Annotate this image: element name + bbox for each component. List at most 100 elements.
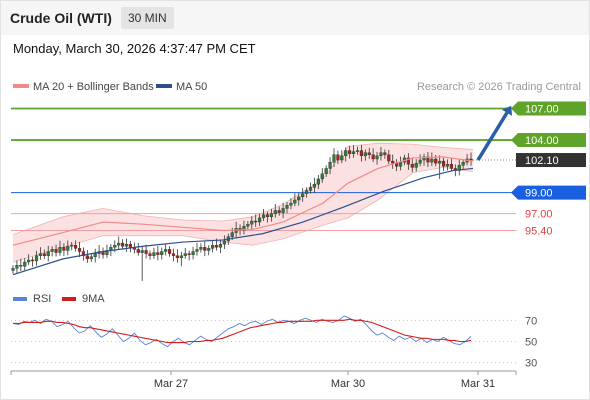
candle-body [23, 261, 27, 267]
candle-body [273, 210, 277, 214]
candle-body [42, 253, 46, 256]
candle-body [304, 190, 309, 194]
candle-body [250, 220, 254, 225]
chart-datetime: Monday, March 30, 2026 4:37:47 PM CET [13, 41, 256, 56]
candle-body [332, 154, 336, 163]
bollinger-lower-line [12, 166, 474, 263]
candle-body [359, 150, 363, 157]
candle-body [167, 249, 172, 254]
rsi-tick-70: 70 [525, 315, 537, 327]
support-label-4: 97.00 [525, 209, 553, 221]
interval-badge[interactable]: 30 MIN [121, 7, 174, 29]
candle-body [117, 242, 121, 246]
candle-body [85, 255, 89, 260]
candle-body [93, 253, 97, 257]
candle-body [89, 256, 93, 260]
candle-body [355, 150, 360, 152]
candle-body [128, 243, 133, 248]
candle-body [50, 249, 54, 252]
candle-body [469, 158, 473, 161]
rsi-panel: 70 50 30 [11, 315, 537, 370]
ma50-legend-label: MA 50 [176, 81, 207, 93]
candle-body [316, 178, 320, 185]
candle-body [191, 251, 195, 255]
candle-body [175, 255, 180, 259]
candle-body [391, 160, 395, 164]
candle-body [62, 247, 66, 251]
candle-body [77, 248, 82, 252]
ma9-legend-label: 9MA [82, 293, 105, 305]
candle-body [27, 259, 31, 263]
chart-header [1, 1, 589, 35]
candle-body [66, 246, 70, 251]
candle-body [74, 244, 78, 249]
candle-body [140, 250, 144, 253]
candle-body [398, 161, 403, 167]
candle-body [265, 214, 270, 218]
candle-body [54, 249, 58, 253]
candle-body [312, 184, 317, 188]
copyright-text: Research © 2026 Trading Central [417, 81, 581, 93]
ma9-legend-swatch [62, 297, 76, 301]
candle-body [457, 165, 461, 171]
candle-body [58, 247, 62, 253]
candle-body [144, 250, 148, 254]
ma20-legend-swatch [13, 84, 29, 88]
candle-body [308, 187, 313, 191]
candle-body [406, 157, 410, 165]
candle-body [30, 259, 35, 262]
candle-body [179, 255, 183, 259]
candle-body [277, 210, 281, 213]
ma20-line [12, 156, 474, 246]
candle-body [261, 214, 266, 219]
rsi-tick-50: 50 [525, 337, 537, 349]
ma20-legend-label: MA 20 + Bollinger Bands [33, 81, 154, 93]
candle-body [207, 248, 211, 251]
candle-body [297, 196, 301, 201]
candle-body [363, 152, 367, 157]
candle-body [367, 152, 371, 155]
candle-body [183, 253, 187, 256]
pivot-tag-3 [511, 185, 586, 200]
candle-body [11, 268, 15, 271]
candle-body [293, 199, 297, 204]
target-tag-0 [511, 101, 586, 116]
candle-body [285, 205, 289, 209]
candle-body [38, 253, 43, 256]
candle-body [336, 154, 340, 161]
candle-body [214, 244, 219, 248]
x-axis: Mar 27 Mar 30 Mar 31 [10, 371, 517, 390]
candle-body [160, 251, 164, 255]
candle-body [434, 158, 438, 164]
candle-body [136, 249, 140, 253]
ma50-legend-swatch [156, 84, 172, 88]
candle-body [410, 164, 414, 168]
rsi-legend-label: RSI [33, 293, 51, 305]
candle-body [340, 155, 344, 161]
pivot-label-3: 99.00 [525, 188, 553, 200]
candle-body [15, 264, 19, 269]
price-levels [11, 107, 516, 231]
candle-body [81, 251, 86, 256]
candle-body [324, 168, 328, 174]
support-label-5: 95.40 [525, 225, 553, 237]
bollinger-bands [12, 142, 474, 263]
candle-body [387, 154, 391, 162]
candle-body [289, 202, 293, 206]
forecast-arrow-shaft [476, 111, 509, 161]
candle-body [320, 173, 324, 180]
bollinger-band-fill [13, 143, 473, 263]
rsi-line [12, 315, 472, 348]
x-tick-label-2: Mar 31 [461, 378, 495, 390]
last-price-tag [516, 153, 586, 168]
candle-body [430, 158, 434, 163]
last-price-label: 102.10 [525, 155, 559, 167]
candle-body [375, 155, 379, 160]
candle-body [34, 255, 39, 262]
candle-body [383, 152, 387, 155]
candle-body [121, 242, 125, 247]
candle-body [152, 252, 156, 256]
candle-body [113, 244, 117, 248]
moving-averages [12, 156, 474, 276]
